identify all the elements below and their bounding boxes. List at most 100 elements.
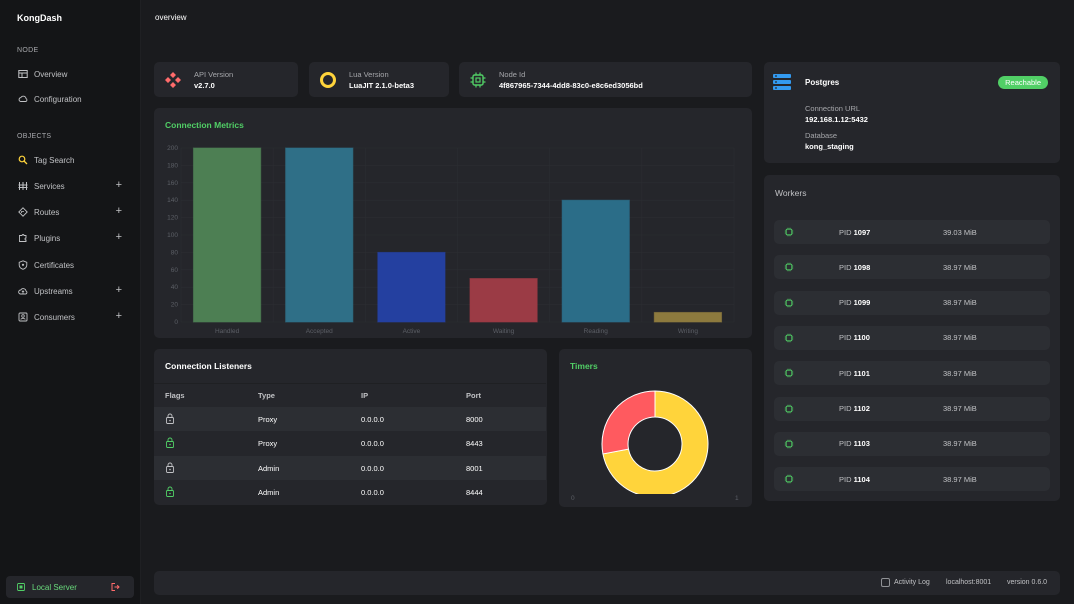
y-tick-label: 80: [171, 249, 179, 256]
add-service-button[interactable]: +: [115, 179, 122, 191]
listener-ip: 0.0.0.0: [361, 438, 384, 448]
sidebar-item-label: Certificates: [34, 260, 75, 270]
pid-label: PID: [839, 262, 852, 272]
pid-value: 1104: [853, 474, 870, 484]
y-tick-label: 160: [167, 180, 178, 187]
sidebar: KongDash NODE Overview Configuration OBJ…: [0, 0, 141, 604]
add-upstream-button[interactable]: +: [115, 284, 122, 296]
services-icon: [18, 181, 28, 191]
add-route-button[interactable]: +: [115, 205, 122, 217]
y-tick-label: 200: [167, 145, 178, 152]
bar-handled: [192, 147, 262, 323]
pid-label: PID: [839, 227, 852, 237]
lock-icon: [165, 413, 175, 426]
x-tick-label: Handled: [215, 328, 240, 335]
sidebar-item-services[interactable]: Services +: [12, 177, 130, 195]
cpu-icon: [784, 404, 794, 413]
worker-memory: 38.97 MiB: [943, 404, 977, 413]
column-header-flags: Flags: [165, 391, 185, 400]
x-tick-label: Waiting: [493, 328, 515, 335]
shield-icon: [18, 260, 28, 270]
pid-label: PID: [839, 439, 852, 449]
activity-log-label[interactable]: Activity Log: [894, 579, 930, 586]
logout-icon[interactable]: [110, 582, 120, 592]
worker-pid: PID 1097: [839, 228, 870, 237]
user-card-icon: [18, 312, 28, 322]
cpu-icon: [470, 72, 486, 87]
activity-log-checkbox[interactable]: [881, 578, 890, 587]
local-server-button[interactable]: Local Server: [6, 576, 134, 598]
listener-port: 8000: [466, 414, 483, 424]
listener-ip: 0.0.0.0: [361, 487, 384, 497]
y-tick-label: 100: [167, 232, 178, 239]
table-row: Admin 0.0.0.0 8444: [154, 480, 546, 504]
database-value: kong_staging: [805, 142, 854, 151]
bar-reading: [561, 199, 630, 323]
y-tick-label: 120: [167, 215, 178, 222]
section-label-objects: OBJECTS: [17, 133, 52, 140]
listener-type: Proxy: [258, 414, 278, 424]
sidebar-item-label: Services: [34, 181, 65, 191]
connection-listeners-title: Connection Listeners: [165, 361, 252, 371]
x-tick-label: Reading: [584, 328, 609, 335]
cloud-upload-icon: [18, 286, 28, 296]
workers-card: Workers PID 1097 39.03 MiB PID 1098 38.97 M…: [764, 175, 1060, 501]
sidebar-item-tag-search[interactable]: Tag Search: [12, 151, 130, 169]
timers-title: Timers: [570, 361, 598, 371]
worker-pid: PID 1103: [839, 439, 870, 448]
listener-port: 8443: [466, 438, 483, 448]
sidebar-item-routes[interactable]: Routes +: [12, 203, 130, 221]
pid-label: PID: [839, 404, 852, 413]
worker-memory: 39.03 MiB: [943, 227, 977, 237]
sidebar-item-overview[interactable]: Overview: [12, 65, 130, 83]
listener-ip: 0.0.0.0: [361, 463, 384, 473]
add-consumer-button[interactable]: +: [115, 310, 122, 322]
pid-value: 1099: [853, 298, 871, 308]
sidebar-item-consumers[interactable]: Consumers +: [12, 308, 130, 326]
worker-pid: PID 1100: [839, 333, 870, 342]
sidebar-item-configuration[interactable]: Configuration: [12, 90, 130, 108]
y-tick-label: 140: [167, 197, 178, 204]
lock-icon: [165, 486, 175, 499]
y-tick-label: 180: [167, 162, 178, 169]
table-icon: [18, 69, 28, 79]
lua-version-card: Lua Version LuaJIT 2.1.0-beta3: [309, 62, 449, 97]
pid-value: 1097: [853, 227, 871, 237]
sidebar-item-label: Plugins: [34, 233, 61, 243]
listener-ip: 0.0.0.0: [361, 414, 384, 424]
pid-value: 1102: [853, 404, 870, 413]
sidebar-item-label: Configuration: [34, 94, 82, 104]
node-id-value: 4f867965-7344-4dd8-83c0-e8c6ed3056bd: [499, 80, 643, 90]
lua-version-value: LuaJIT 2.1.0-beta3: [349, 80, 415, 90]
cpu-icon: [784, 333, 794, 343]
x-tick-label: Writing: [678, 328, 698, 335]
database-name: Postgres: [805, 78, 840, 87]
page-title: overview: [155, 13, 187, 22]
route-icon: [18, 207, 28, 217]
api-version-label: API Version: [194, 69, 234, 79]
worker-row: PID 1098 38.97 MiB: [774, 255, 1050, 280]
sidebar-item-certificates[interactable]: Certificates: [12, 256, 130, 274]
node-id-label: Node Id: [499, 69, 526, 79]
host-label: localhost:8001: [946, 579, 992, 586]
database-card: Postgres Reachable Connection URL 192.16…: [764, 62, 1060, 163]
bar-writing: [653, 311, 723, 323]
sidebar-item-upstreams[interactable]: Upstreams +: [12, 282, 130, 300]
lua-version-label: Lua Version: [349, 69, 389, 79]
status-badge: Reachable: [998, 76, 1048, 89]
add-plugin-button[interactable]: +: [115, 231, 122, 243]
pid-label: PID: [839, 368, 852, 378]
bar-waiting: [469, 278, 538, 323]
cpu-icon: [784, 227, 794, 237]
worker-memory: 38.97 MiB: [943, 333, 977, 343]
timers-card: Timers 0 1: [559, 349, 752, 507]
kong-logo-icon: [165, 71, 181, 88]
sidebar-item-label: Consumers: [34, 312, 75, 322]
timers-right-label: 1: [735, 495, 739, 502]
y-tick-label: 40: [171, 284, 179, 291]
worker-memory: 38.97 MiB: [943, 368, 977, 378]
listener-port: 8444: [466, 487, 483, 497]
connection-listeners-card: Connection Listeners Flags Type IP Port …: [154, 349, 547, 505]
sidebar-item-plugins[interactable]: Plugins +: [12, 229, 130, 247]
y-tick-label: 20: [171, 302, 179, 309]
